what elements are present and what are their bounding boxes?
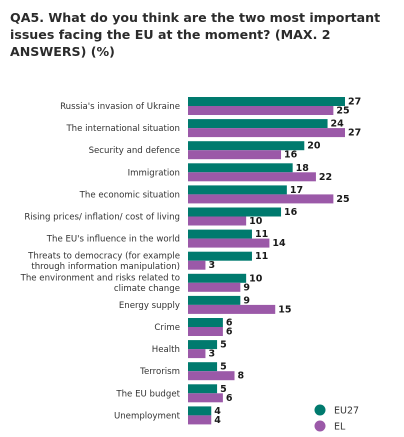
bar-el [188,371,235,381]
value-label: 11 [255,229,268,240]
bar-eu27 [188,119,328,129]
category-label: Russia's invasion of Ukraine [60,102,180,112]
value-label: 6 [226,327,233,338]
category-label-line: Crime [154,323,180,333]
value-label: 25 [336,106,349,117]
value-label: 10 [249,216,263,227]
category-label: Health [152,345,180,355]
bar-eu27 [188,318,223,327]
bar-el [188,128,345,138]
value-label: 22 [319,172,332,183]
value-label: 11 [255,251,268,262]
value-label: 8 [238,371,245,382]
bar-el [188,304,276,314]
category-label-line: Energy supply [119,301,180,311]
bar-eu27 [188,340,218,350]
bar-eu27 [188,251,252,261]
category-label: The environment and risks related to clim… [20,274,180,294]
bar-el [188,260,206,270]
value-label: 4 [214,406,221,417]
bar-el [188,194,334,204]
bar-el [188,282,241,292]
value-label: 9 [243,282,250,293]
value-label: 5 [220,384,227,395]
category-label: Crime [154,323,180,333]
bar-el [188,393,223,403]
value-label: 27 [348,128,361,139]
category-label: Immigration [128,168,180,178]
category-label-line: The economic situation [79,190,180,200]
category-label-line: Health [152,345,180,355]
value-label: 16 [284,150,298,161]
bar-el [188,349,206,359]
category-label: Security and defence [89,146,180,156]
category-label-line: Russia's invasion of Ukraine [60,102,180,112]
bar-eu27 [188,273,247,283]
bar-eu27 [188,362,218,372]
category-label: The EU's influence in the world [46,235,180,245]
bar-el [188,172,316,182]
bar-eu27 [188,97,345,106]
category-label-line: Unemployment [114,411,181,421]
category-label: Terrorism [139,367,180,377]
bar-eu27 [188,163,293,173]
bar-el [188,415,212,425]
value-label: 15 [278,304,291,315]
bar-el [188,327,223,336]
category-label: Energy supply [119,301,180,311]
legend-swatch-el [314,420,326,432]
value-label: 14 [272,238,286,249]
value-label: 27 [348,97,361,108]
value-label: 20 [307,141,321,152]
category-label-line: The EU's influence in the world [46,235,180,245]
value-label: 3 [208,260,215,271]
category-label-line: Security and defence [89,146,180,156]
category-label: The EU budget [115,389,180,399]
value-label: 10 [249,273,263,284]
value-label: 17 [290,185,303,196]
bar-eu27 [188,229,252,239]
value-label: 4 [214,415,221,426]
value-label: 9 [243,295,250,306]
value-label: 18 [296,163,310,174]
chart-title: QA5. What do you think are the two most … [10,10,381,59]
category-label-line: The international situation [65,124,180,134]
legend-label: EU27 [334,406,359,417]
bar-eu27 [188,406,212,416]
bar-el [188,216,247,226]
category-label: The economic situation [79,190,180,200]
bar-el [188,150,282,160]
bar-eu27 [188,295,241,305]
category-label-line: Terrorism [139,367,180,377]
bar-eu27 [188,207,282,217]
bar-eu27 [188,384,218,394]
category-label-line: Immigration [128,168,180,178]
category-label-line: Rising prices/ inflation/ cost of living [24,213,180,223]
category-label-line: climate change [114,284,180,294]
value-label: 5 [220,362,227,373]
category-label-line: through information manipulation) [31,262,180,272]
value-label: 16 [284,207,298,218]
value-label: 6 [226,393,233,404]
category-label: Rising prices/ inflation/ cost of living [24,213,180,223]
value-label: 6 [226,318,233,329]
value-label: 5 [220,340,227,351]
bar-eu27 [188,185,287,195]
category-label-line: The EU budget [115,389,180,399]
value-label: 25 [336,194,349,205]
category-label-line: Threats to democracy (for example [27,252,180,262]
category-label: Unemployment [114,411,181,421]
value-label: 3 [208,349,215,360]
legend-label: EL [334,422,346,433]
bar-eu27 [188,141,305,151]
category-label: The international situation [65,124,180,134]
bar-el [188,106,334,115]
legend-swatch-eu27 [314,404,326,416]
bar-el [188,238,270,248]
category-label-line: The environment and risks related to [20,274,180,284]
value-label: 24 [331,119,345,130]
category-label: Threats to democracy (for example through… [27,252,180,272]
